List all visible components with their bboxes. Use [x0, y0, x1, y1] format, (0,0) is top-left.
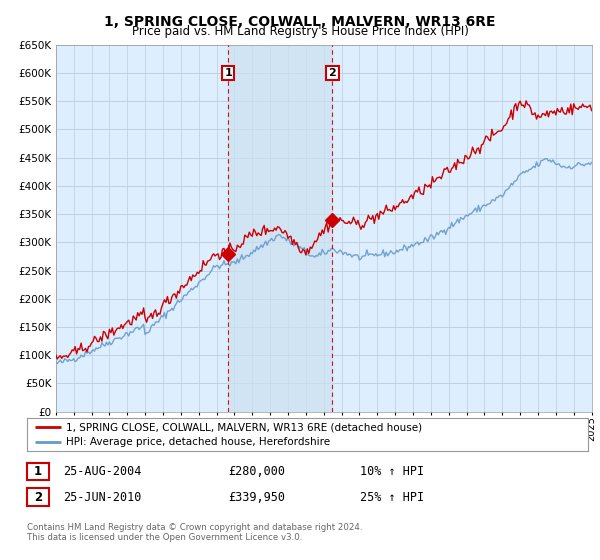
Text: Price paid vs. HM Land Registry's House Price Index (HPI): Price paid vs. HM Land Registry's House … [131, 25, 469, 38]
Text: 1: 1 [34, 465, 42, 478]
Text: Contains HM Land Registry data © Crown copyright and database right 2024.
This d: Contains HM Land Registry data © Crown c… [27, 523, 362, 543]
Bar [228, 45, 332, 412]
Text: HPI: Average price, detached house, Herefordshire: HPI: Average price, detached house, Here… [66, 437, 331, 447]
Text: 1, SPRING CLOSE, COLWALL, MALVERN, WR13 6RE (detached house): 1, SPRING CLOSE, COLWALL, MALVERN, WR13 … [66, 422, 422, 432]
Text: £339,950: £339,950 [228, 491, 285, 504]
Text: £280,000: £280,000 [228, 465, 285, 478]
Text: 25% ↑ HPI: 25% ↑ HPI [360, 491, 424, 504]
Text: 1, SPRING CLOSE, COLWALL, MALVERN, WR13 6RE: 1, SPRING CLOSE, COLWALL, MALVERN, WR13 … [104, 15, 496, 29]
Text: 25-AUG-2004: 25-AUG-2004 [63, 465, 142, 478]
Text: 25-JUN-2010: 25-JUN-2010 [63, 491, 142, 504]
Text: 2: 2 [34, 491, 42, 504]
Text: 2: 2 [329, 68, 337, 78]
Text: 10% ↑ HPI: 10% ↑ HPI [360, 465, 424, 478]
Text: 1: 1 [224, 68, 232, 78]
